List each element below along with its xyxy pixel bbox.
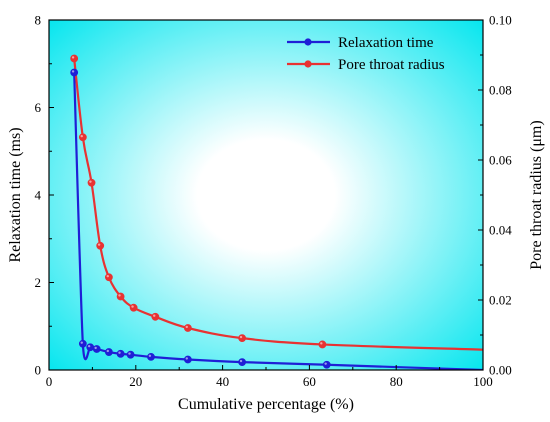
- data-point-highlight: [128, 352, 131, 355]
- data-point-pore-throat-radius: [96, 241, 105, 250]
- data-point-highlight: [97, 243, 101, 246]
- y-left-tick-label: 8: [35, 13, 42, 28]
- x-tick-label: 0: [46, 374, 53, 389]
- legend-marker-relaxation-time: [304, 38, 312, 46]
- axis-ticks: 0 20 40 60 80 100 0 2 4 6 8 0.00 0.02 0.04 0.06 0.08 0.1…: [35, 13, 513, 390]
- y-right-tick-label: 0.10: [489, 13, 512, 28]
- data-point-highlight: [324, 362, 327, 365]
- legend-item-pore-throat-radius: Pore throat radius: [287, 57, 445, 73]
- data-point-pore-throat-radius: [318, 340, 327, 349]
- data-point-highlight: [239, 359, 243, 363]
- data-point-highlight: [106, 274, 109, 278]
- data-point-relaxation-time: [238, 358, 247, 367]
- y-left-tick-label: 4: [35, 188, 42, 203]
- y-right-tick-label: 0.08: [489, 83, 512, 98]
- data-point-highlight: [89, 180, 92, 183]
- data-point-highlight: [106, 349, 109, 353]
- y-right-tick-label: 0.06: [489, 153, 512, 168]
- data-point-pore-throat-radius: [104, 273, 113, 282]
- data-point-relaxation-time: [183, 355, 192, 364]
- plot-background: [49, 20, 483, 370]
- data-point-pore-throat-radius: [78, 133, 87, 142]
- data-point-highlight: [185, 357, 188, 360]
- data-point-highlight: [148, 354, 152, 357]
- x-tick-label: 100: [473, 374, 493, 389]
- legend-item-relaxation-time: Relaxation time: [287, 35, 434, 51]
- data-point-relaxation-time: [92, 345, 101, 353]
- x-tick-label: 80: [390, 374, 403, 389]
- legend-marker-pore-throat-radius: [304, 60, 312, 68]
- x-axis-title: Cumulative percentage (%): [178, 396, 354, 413]
- x-tick-label: 40: [216, 374, 229, 389]
- data-point-highlight: [80, 134, 83, 138]
- legend: Relaxation time Pore throat radius: [287, 35, 445, 73]
- data-point-relaxation-time: [116, 349, 125, 358]
- data-point-relaxation-time: [104, 348, 113, 356]
- data-point-pore-throat-radius: [151, 312, 160, 321]
- data-point-highlight: [118, 294, 121, 297]
- data-point-highlight: [320, 342, 323, 345]
- y-right-tick-label: 0.04: [489, 223, 512, 238]
- data-point-highlight: [71, 70, 75, 73]
- data-point-relaxation-time: [147, 352, 155, 361]
- data-point-relaxation-time: [70, 68, 79, 77]
- data-point-highlight: [153, 314, 156, 317]
- data-point-pore-throat-radius: [87, 178, 96, 187]
- data-point-relaxation-time: [78, 339, 87, 348]
- legend-label-pore-throat-radius: Pore throat radius: [338, 57, 445, 73]
- y-left-tick-label: 2: [35, 275, 42, 290]
- data-point-pore-throat-radius: [183, 324, 192, 332]
- data-point-pore-throat-radius: [116, 292, 125, 301]
- x-tick-label: 20: [129, 374, 142, 389]
- y-left-tick-label: 6: [35, 100, 42, 115]
- y-right-tick-label: 0.02: [489, 293, 512, 308]
- data-point-highlight: [94, 346, 97, 350]
- plot-markers: [70, 54, 331, 369]
- legend-label-relaxation-time: Relaxation time: [338, 35, 434, 51]
- data-point-highlight: [71, 56, 75, 59]
- y-right-tick-label: 0.00: [489, 363, 512, 378]
- data-point-highlight: [80, 341, 83, 344]
- data-point-pore-throat-radius: [238, 334, 247, 343]
- y-axis-left-title: Relaxation time (ms): [7, 127, 24, 262]
- data-point-highlight: [87, 344, 91, 348]
- data-point-pore-throat-radius: [70, 54, 79, 63]
- y-axis-right-title: Pore throat radius (μm): [528, 120, 545, 269]
- data-point-highlight: [131, 305, 134, 308]
- data-point-relaxation-time: [126, 350, 135, 359]
- x-tick-label: 60: [303, 374, 316, 389]
- y-left-tick-label: 0: [35, 363, 42, 378]
- data-point-highlight: [118, 351, 121, 354]
- data-point-pore-throat-radius: [129, 303, 138, 312]
- data-point-highlight: [239, 335, 243, 339]
- data-point-relaxation-time: [86, 343, 95, 352]
- data-point-highlight: [185, 325, 188, 329]
- data-point-relaxation-time: [322, 360, 331, 369]
